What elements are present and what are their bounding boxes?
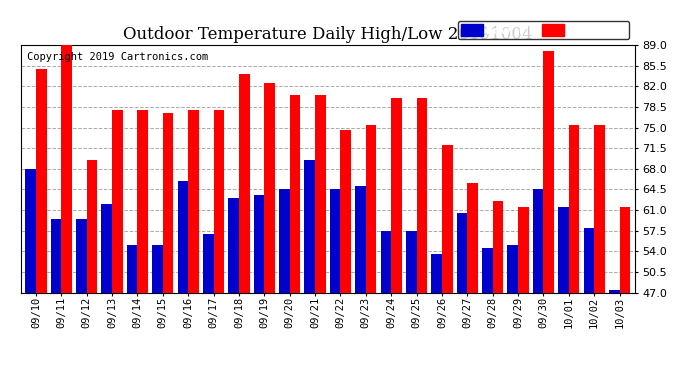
Bar: [214, 110, 224, 292]
Bar: [442, 145, 453, 292]
Bar: [493, 201, 503, 292]
Bar: [584, 228, 594, 292]
Bar: [457, 213, 467, 292]
Bar: [391, 98, 402, 292]
Bar: [431, 254, 442, 292]
Bar: [366, 124, 377, 292]
Bar: [101, 204, 112, 292]
Bar: [417, 98, 427, 292]
Bar: [482, 248, 493, 292]
Bar: [315, 95, 326, 292]
Bar: [406, 231, 417, 292]
Bar: [112, 110, 123, 292]
Bar: [26, 169, 36, 292]
Bar: [467, 183, 478, 292]
Bar: [254, 195, 264, 292]
Bar: [594, 124, 605, 292]
Title: Outdoor Temperature Daily High/Low 20191004: Outdoor Temperature Daily High/Low 20191…: [123, 27, 533, 44]
Bar: [290, 95, 300, 292]
Bar: [620, 207, 630, 292]
Bar: [340, 130, 351, 292]
Legend: Low  (°F), High  (°F): Low (°F), High (°F): [457, 21, 629, 39]
Bar: [228, 198, 239, 292]
Bar: [533, 189, 544, 292]
Bar: [544, 51, 554, 292]
Bar: [518, 207, 529, 292]
Bar: [355, 186, 366, 292]
Bar: [177, 180, 188, 292]
Text: Copyright 2019 Cartronics.com: Copyright 2019 Cartronics.com: [27, 53, 208, 62]
Bar: [239, 75, 250, 292]
Bar: [203, 234, 214, 292]
Bar: [87, 160, 97, 292]
Bar: [127, 245, 137, 292]
Bar: [188, 110, 199, 292]
Bar: [163, 113, 173, 292]
Bar: [279, 189, 290, 292]
Bar: [558, 207, 569, 292]
Bar: [609, 290, 620, 292]
Bar: [380, 231, 391, 292]
Bar: [36, 69, 47, 292]
Bar: [330, 189, 340, 292]
Bar: [61, 33, 72, 292]
Bar: [507, 245, 518, 292]
Bar: [76, 219, 87, 292]
Bar: [569, 124, 580, 292]
Bar: [304, 160, 315, 292]
Bar: [152, 245, 163, 292]
Bar: [137, 110, 148, 292]
Bar: [264, 83, 275, 292]
Bar: [50, 219, 61, 292]
